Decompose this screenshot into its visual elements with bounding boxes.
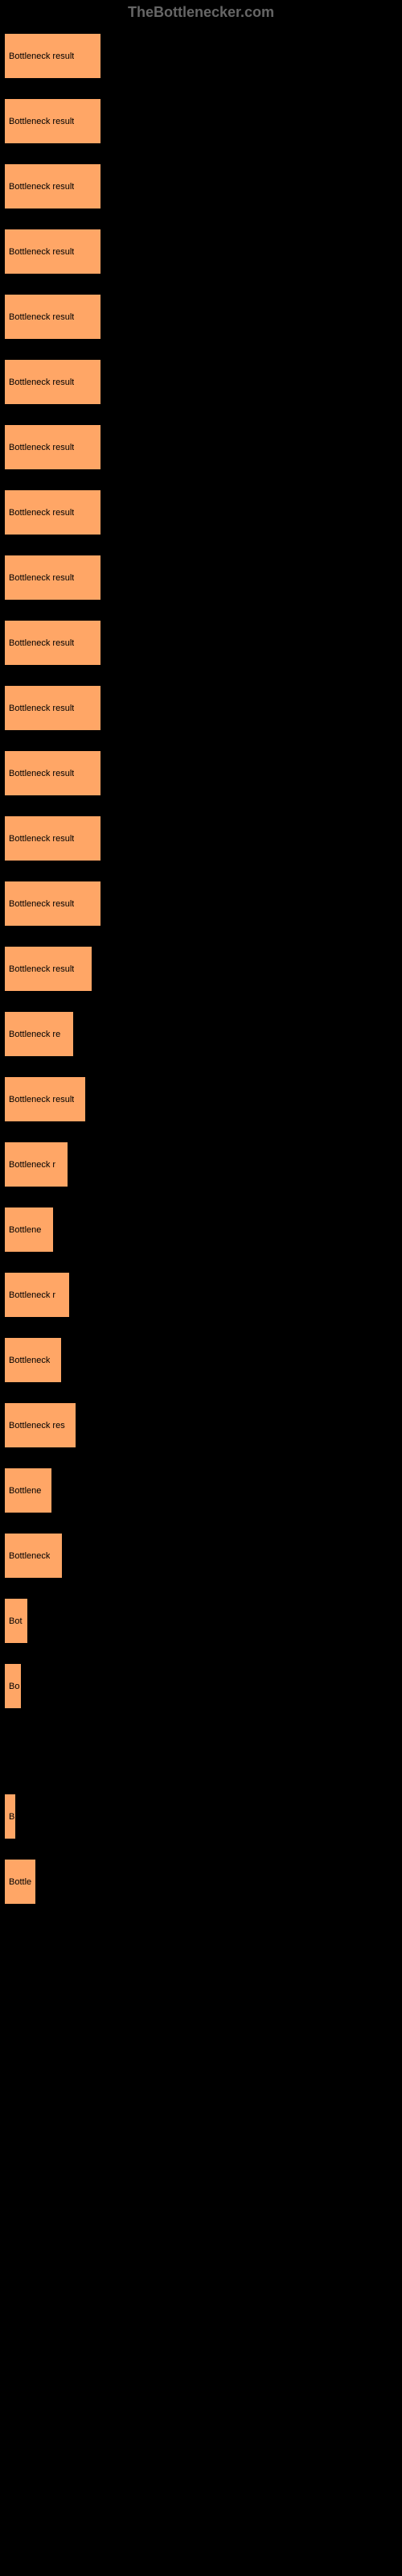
bar-label: Bottle — [9, 1877, 31, 1887]
bar-label: Bottleneck res — [9, 1421, 65, 1430]
bar[interactable]: Bottleneck result — [4, 881, 101, 927]
bar[interactable]: Bottlene — [4, 1207, 54, 1253]
bar[interactable]: Bottleneck res — [4, 1402, 76, 1448]
bar[interactable]: Bottleneck result — [4, 555, 101, 601]
bar-row: Bot — [4, 1598, 398, 1644]
bar-row: Bottleneck result — [4, 33, 398, 79]
bar-row — [4, 1728, 398, 1774]
chart-container: Bottleneck result Bottleneck result Bottle… — [0, 33, 402, 1970]
bar[interactable]: Bottleneck result — [4, 685, 101, 731]
bar-row: Bottleneck result — [4, 359, 398, 405]
bar-row: Bottlene — [4, 1207, 398, 1253]
bar-row: Bo — [4, 1663, 398, 1709]
bar-label: Bottlene — [9, 1225, 41, 1235]
bar-label: Bottleneck result — [9, 769, 74, 778]
bar-label: Bottleneck result — [9, 182, 74, 192]
bar-label: Bottlene — [9, 1486, 41, 1496]
bar-row: Bottleneck result — [4, 163, 398, 209]
bar-label: Bottleneck re — [9, 1030, 60, 1039]
bar-label: Bottleneck result — [9, 117, 74, 126]
bar-row: Bottleneck result — [4, 946, 398, 992]
bar-label: Bottleneck result — [9, 964, 74, 974]
bar-row: Bottleneck result — [4, 881, 398, 927]
bar-row: Bottleneck result — [4, 98, 398, 144]
bar[interactable]: Bottleneck result — [4, 229, 101, 275]
bar-row: Bottleneck result — [4, 620, 398, 666]
bar-label: Bot — [9, 1616, 23, 1626]
bar-label: Bottleneck result — [9, 247, 74, 257]
header: TheBottlenecker.com — [0, 4, 402, 21]
bar-row: Bottleneck — [4, 1337, 398, 1383]
bar-label: Bottleneck result — [9, 899, 74, 909]
bar[interactable]: Bottleneck result — [4, 33, 101, 79]
bar-row: Bottlene — [4, 1468, 398, 1513]
bar-row: Bottleneck result — [4, 229, 398, 275]
bar-row: B — [4, 1794, 398, 1839]
bar-row: Bottleneck result — [4, 1076, 398, 1122]
bar-label: Bottleneck result — [9, 1095, 74, 1104]
bar-row: Bottleneck re — [4, 1011, 398, 1057]
bar-row: Bottleneck result — [4, 685, 398, 731]
bar[interactable]: Bottleneck — [4, 1533, 63, 1579]
bar[interactable]: Bottleneck result — [4, 294, 101, 340]
bar-label: B — [9, 1812, 14, 1822]
bar[interactable]: Bottleneck r — [4, 1272, 70, 1318]
bar[interactable]: Bottleneck result — [4, 750, 101, 796]
bar[interactable]: Bottleneck result — [4, 359, 101, 405]
bar[interactable]: Bottleneck result — [4, 1076, 86, 1122]
bar-label: Bottleneck result — [9, 443, 74, 452]
bar[interactable]: Bottleneck result — [4, 489, 101, 535]
bar[interactable] — [4, 1728, 6, 1774]
bar-row: Bottleneck res — [4, 1402, 398, 1448]
bar[interactable]: Bot — [4, 1598, 28, 1644]
bar-label: Bottleneck result — [9, 52, 74, 61]
bar-label: Bottleneck result — [9, 834, 74, 844]
bar-row: Bottleneck r — [4, 1141, 398, 1187]
bar-label: Bottleneck r — [9, 1290, 55, 1300]
bar[interactable]: Bo — [4, 1663, 22, 1709]
bar[interactable]: Bottleneck r — [4, 1141, 68, 1187]
bar-row: Bottleneck result — [4, 294, 398, 340]
bar-label: Bo — [9, 1682, 19, 1691]
bar-row: Bottleneck r — [4, 1272, 398, 1318]
bar[interactable] — [4, 1924, 6, 1970]
bar-label: Bottleneck — [9, 1356, 50, 1365]
bar-label: Bottleneck result — [9, 312, 74, 322]
bar-label: Bottleneck — [9, 1551, 50, 1561]
bar-row: Bottleneck — [4, 1533, 398, 1579]
bar-label: Bottleneck r — [9, 1160, 55, 1170]
bar-label: Bottleneck result — [9, 508, 74, 518]
bar[interactable]: Bottleneck — [4, 1337, 62, 1383]
bar-label: Bottleneck result — [9, 704, 74, 713]
header-title: TheBottlenecker.com — [128, 4, 274, 20]
bar[interactable]: Bottleneck result — [4, 946, 92, 992]
bar-label: Bottleneck result — [9, 378, 74, 387]
bar-row: Bottleneck result — [4, 555, 398, 601]
bar[interactable]: Bottleneck result — [4, 620, 101, 666]
bar-label: Bottleneck result — [9, 573, 74, 583]
bar[interactable]: Bottleneck result — [4, 163, 101, 209]
bar[interactable]: Bottlene — [4, 1468, 52, 1513]
bar[interactable]: Bottleneck re — [4, 1011, 74, 1057]
bar-row: Bottleneck result — [4, 489, 398, 535]
bar-row: Bottleneck result — [4, 424, 398, 470]
bar-row: Bottleneck result — [4, 815, 398, 861]
bar-row: Bottleneck result — [4, 750, 398, 796]
bar[interactable]: Bottle — [4, 1859, 36, 1905]
bar[interactable]: Bottleneck result — [4, 424, 101, 470]
bar[interactable]: Bottleneck result — [4, 815, 101, 861]
bar-row: Bottle — [4, 1859, 398, 1905]
bar-label: Bottleneck result — [9, 638, 74, 648]
bar[interactable]: Bottleneck result — [4, 98, 101, 144]
bar-row — [4, 1924, 398, 1970]
bar[interactable]: B — [4, 1794, 16, 1839]
